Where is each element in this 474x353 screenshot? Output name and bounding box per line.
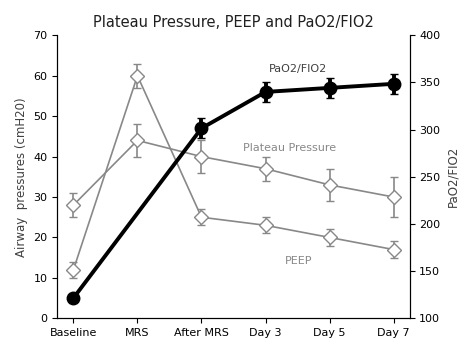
Title: Plateau Pressure, PEEP and PaO2/FIO2: Plateau Pressure, PEEP and PaO2/FIO2 (93, 15, 374, 30)
Text: PEEP: PEEP (285, 256, 312, 266)
Text: PaO2/FIO2: PaO2/FIO2 (269, 64, 327, 74)
Y-axis label: Airway  pressures (cmH20): Airway pressures (cmH20) (15, 97, 28, 257)
Y-axis label: PaO2/FIO2: PaO2/FIO2 (446, 146, 459, 208)
Text: Plateau Pressure: Plateau Pressure (243, 143, 336, 152)
